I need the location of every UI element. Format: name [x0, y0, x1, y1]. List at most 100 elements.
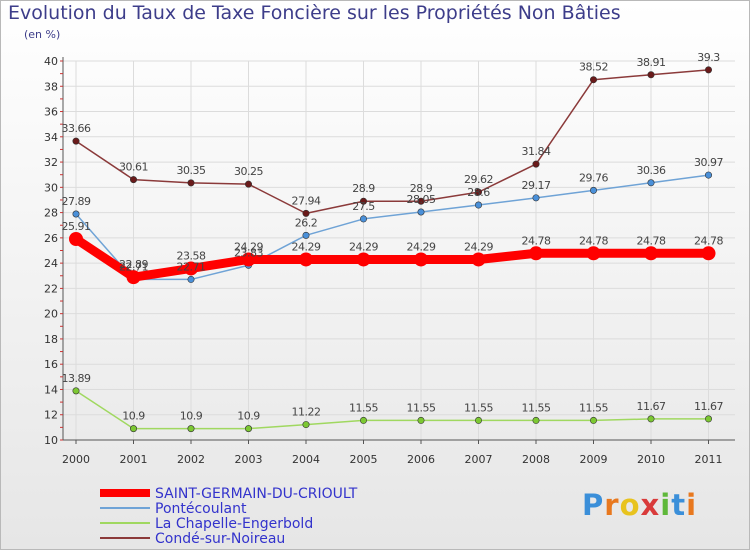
- y-tick-label: 24: [44, 257, 58, 270]
- data-label: 29.17: [522, 179, 551, 192]
- y-tick-label: 30: [44, 181, 58, 194]
- data-point: [417, 208, 425, 216]
- legend-label: SAINT-GERMAIN-DU-CRIOULT: [155, 486, 358, 502]
- data-point: [245, 425, 253, 433]
- data-label: 24.29: [234, 240, 263, 253]
- data-point: [72, 137, 80, 145]
- x-tick-label: 2003: [235, 453, 263, 466]
- data-label: 23.58: [177, 249, 206, 262]
- data-label: 28.05: [407, 193, 436, 206]
- data-point: [126, 270, 141, 285]
- data-label: 23.83: [234, 246, 263, 259]
- data-label: 11.55: [464, 401, 493, 414]
- series: [69, 66, 716, 433]
- data-label: 26.2: [295, 216, 318, 229]
- x-tick-label: 2009: [580, 453, 608, 466]
- data-point: [187, 179, 195, 187]
- data-point: [302, 421, 310, 429]
- data-label: 24.78: [694, 234, 723, 247]
- data-point: [302, 209, 310, 217]
- series-line: [75, 69, 709, 215]
- data-point: [644, 246, 658, 261]
- data-label: 29.76: [579, 171, 608, 184]
- data-point: [589, 186, 597, 194]
- x-tick-label: 2010: [637, 453, 665, 466]
- data-label: 10.9: [237, 410, 260, 423]
- data-label: 30.36: [637, 164, 666, 177]
- logo-letter: i: [686, 488, 698, 522]
- logo-letter: x: [640, 488, 661, 522]
- logo-letter: r: [604, 488, 620, 522]
- y-tick-label: 14: [44, 383, 58, 396]
- data-label: 11.67: [694, 400, 723, 413]
- data-label: 25.91: [62, 220, 91, 233]
- data-point: [471, 252, 486, 267]
- data-point: [647, 71, 655, 79]
- x-tick-label: 2001: [120, 453, 148, 466]
- data-label: 30.97: [694, 156, 723, 169]
- data-label: 24.78: [637, 234, 666, 247]
- data-point: [532, 160, 540, 168]
- y-tick-label: 34: [44, 131, 58, 144]
- y-tick-label: 20: [44, 308, 58, 321]
- data-point: [417, 197, 425, 205]
- data-point: [704, 171, 712, 179]
- data-label: 29.62: [464, 173, 493, 186]
- data-label: 28.9: [410, 182, 433, 195]
- series-line: [73, 235, 709, 282]
- data-label: 24.29: [464, 240, 493, 253]
- data-point: [72, 210, 80, 218]
- data-point: [184, 261, 198, 276]
- data-point: [589, 416, 597, 424]
- y-tick-label: 40: [44, 55, 58, 68]
- proxiti-logo: Proxiti: [582, 488, 697, 522]
- grid: [63, 60, 735, 441]
- data-label: 24.29: [349, 240, 378, 253]
- data-labels: 25.91 22.89 23.58 24.29 24.29 24.29 24.29 24.29…: [62, 51, 724, 423]
- data-label: 30.61: [119, 161, 148, 174]
- data-label: 27.94: [292, 194, 321, 207]
- x-tick-label: 2011: [695, 453, 723, 466]
- logo-letter: o: [619, 488, 641, 522]
- x-tick-label: 2002: [177, 453, 205, 466]
- y-tick-label: 36: [44, 106, 58, 119]
- data-point: [69, 232, 83, 247]
- y-tick-label: 28: [44, 207, 58, 220]
- logo-letter: i: [660, 488, 672, 522]
- y-tick-label: 22: [44, 282, 58, 295]
- y-tick-label: 10: [44, 434, 58, 447]
- x-tick-label: 2008: [522, 453, 550, 466]
- y-tick-label: 18: [44, 333, 58, 346]
- y-tick-label: 32: [44, 156, 58, 169]
- data-point: [359, 416, 367, 424]
- y-tick-label: 38: [44, 80, 58, 93]
- data-label: 24.78: [522, 234, 551, 247]
- data-point: [359, 197, 367, 205]
- data-label: 10.9: [180, 410, 203, 423]
- data-point: [704, 415, 712, 423]
- series-line: [75, 174, 709, 281]
- data-point: [532, 416, 540, 424]
- data-label: 24.78: [579, 234, 608, 247]
- data-label: 22.71: [177, 260, 206, 273]
- data-label: 24.29: [407, 240, 436, 253]
- data-label: 11.55: [407, 401, 436, 414]
- data-label: 33.66: [62, 122, 91, 135]
- data-label: 11.55: [579, 401, 608, 414]
- axes: 10 12 14 16 18 20 22 24 26 28 30 32 34 36 38 40 2000 2001…: [44, 55, 735, 466]
- data-point: [302, 231, 310, 239]
- data-point: [187, 275, 195, 283]
- data-label: 38.91: [637, 56, 666, 69]
- data-point: [72, 387, 80, 395]
- chart-title: Evolution du Taux de Taxe Foncière sur l…: [8, 2, 621, 24]
- data-label: 10.9: [122, 410, 145, 423]
- x-tick-label: 2006: [407, 453, 435, 466]
- x-tick-label: 2004: [292, 453, 320, 466]
- y-tick-label: 26: [44, 232, 58, 245]
- data-point: [474, 416, 482, 424]
- data-label: 38.52: [579, 61, 608, 74]
- data-point: [647, 415, 655, 423]
- data-label: 11.55: [349, 401, 378, 414]
